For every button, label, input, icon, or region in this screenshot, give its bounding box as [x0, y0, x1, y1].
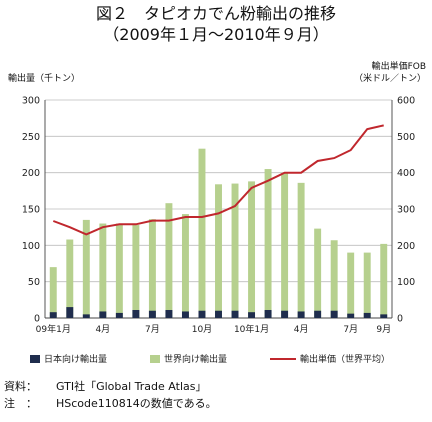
world-export-bar — [248, 181, 256, 318]
world-export-bar — [148, 219, 156, 318]
chart-canvas: 0 50 100 150 200 250 300 0 100 200 300 400 500 600 09年… — [22, 96, 415, 336]
x-axis-tick-label: 4月 — [95, 324, 110, 335]
world-export-bar — [363, 252, 371, 318]
left-axis-tick-label: 200 — [22, 168, 40, 179]
x-axis-tick-label: 10月 — [192, 324, 212, 335]
japan-export-bar — [148, 310, 156, 318]
right-axis-title-2: （米ドル／トン） — [353, 74, 426, 84]
world-export-bar — [66, 239, 74, 318]
note-key: 注 ： — [4, 397, 37, 410]
left-axis-tick-label: 250 — [22, 132, 40, 143]
japan-export-bar — [115, 312, 123, 318]
right-axis-tick-label: 0 — [397, 314, 403, 325]
legend-world-label: 世界向け輸出量 — [164, 355, 228, 365]
japan-export-bar — [231, 310, 239, 318]
source-note: 資料： GTI社「Global Trade Atlas」 — [4, 378, 217, 395]
x-axis-tick-label: 4月 — [294, 324, 309, 335]
note-value: HScode110814の数値である。 — [56, 397, 217, 410]
legend-price-label: 輸出単価（世界平均） — [300, 355, 391, 365]
right-axis-tick-label: 500 — [397, 132, 415, 143]
x-axis-tick-label: 7月 — [343, 324, 358, 335]
japan-export-bar — [165, 310, 173, 318]
notes: 資料： GTI社「Global Trade Atlas」 注 ： HScode1… — [4, 378, 217, 412]
legend-japan: 日本向け輸出量 — [30, 352, 107, 365]
world-export-bar — [132, 224, 140, 318]
legend-price: 輸出単価（世界平均） — [270, 352, 390, 365]
japan-export-bar — [347, 313, 355, 318]
world-export-bar — [99, 223, 107, 318]
x-axis-tick-label: 10年1月 — [234, 323, 269, 335]
left-axis-tick-label: 0 — [34, 314, 40, 325]
source-key: 資料： — [4, 380, 37, 393]
japan-export-bar — [248, 312, 256, 318]
right-axis-tick-label: 100 — [397, 277, 415, 288]
world-export-bar — [82, 219, 90, 318]
japan-export-bar — [66, 307, 74, 318]
right-axis-tick-label: 300 — [397, 205, 415, 216]
price-line — [52, 124, 384, 236]
japan-export-bar — [198, 310, 206, 318]
world-export-bar — [347, 252, 355, 318]
japan-export-bar — [82, 314, 90, 318]
japan-export-bar — [380, 314, 388, 318]
japan-export-bar — [264, 310, 272, 318]
hscode-note: 注 ： HScode110814の数値である。 — [4, 395, 217, 412]
x-axis-tick-label: 9月 — [376, 324, 391, 335]
left-axis-tick-label: 100 — [22, 241, 40, 252]
right-axis-tick-label: 200 — [397, 241, 415, 252]
left-axis-title: 輸出量（千トン） — [8, 74, 81, 84]
right-axis-tick-label: 600 — [397, 96, 415, 107]
world-export-bar — [314, 228, 322, 318]
world-export-bar — [165, 203, 173, 318]
chart-title-line2: （2009年１月～2010年９月） — [103, 25, 329, 44]
x-axis-tick-label: 09年1月 — [36, 323, 71, 335]
world-export-bar — [49, 267, 57, 318]
source-value: GTI社「Global Trade Atlas」 — [56, 380, 207, 393]
world-export-bar — [231, 183, 239, 318]
world-export-bar — [264, 169, 272, 318]
japan-export-bar — [132, 310, 140, 318]
left-axis-tick-label: 50 — [28, 277, 40, 288]
world-export-bar — [181, 214, 189, 318]
world-export-bar — [281, 172, 289, 318]
japan-export-bar — [49, 312, 57, 318]
japan-export-bar — [297, 311, 305, 318]
world-export-bar — [380, 243, 388, 318]
legend-world-swatch — [150, 354, 160, 363]
legend-world: 世界向け輸出量 — [150, 352, 227, 365]
world-export-bar — [330, 240, 338, 318]
japan-export-bar — [281, 310, 289, 318]
left-axis-tick-label: 150 — [22, 205, 40, 216]
right-axis-tick-label: 400 — [397, 168, 415, 179]
japan-export-bar — [330, 310, 338, 318]
japan-export-bar — [99, 311, 107, 318]
japan-export-bar — [363, 312, 371, 318]
legend-price-swatch — [270, 357, 296, 360]
legend-japan-label: 日本向け輸出量 — [44, 355, 108, 365]
left-axis-tick-label: 300 — [22, 96, 40, 107]
world-export-bar — [115, 223, 123, 318]
japan-export-bar — [215, 310, 222, 318]
world-export-bar — [198, 148, 206, 318]
japan-export-bar — [181, 311, 189, 318]
japan-export-bar — [314, 310, 322, 318]
world-export-bar — [297, 182, 305, 318]
world-export-bar — [215, 184, 222, 318]
right-axis-title-1: 輸出単価FOB — [371, 62, 426, 72]
legend-japan-swatch — [30, 354, 40, 363]
x-axis-tick-label: 7月 — [145, 324, 160, 335]
chart-title-line1: 図２ タピオカでん粉輸出の推移 — [95, 4, 336, 23]
